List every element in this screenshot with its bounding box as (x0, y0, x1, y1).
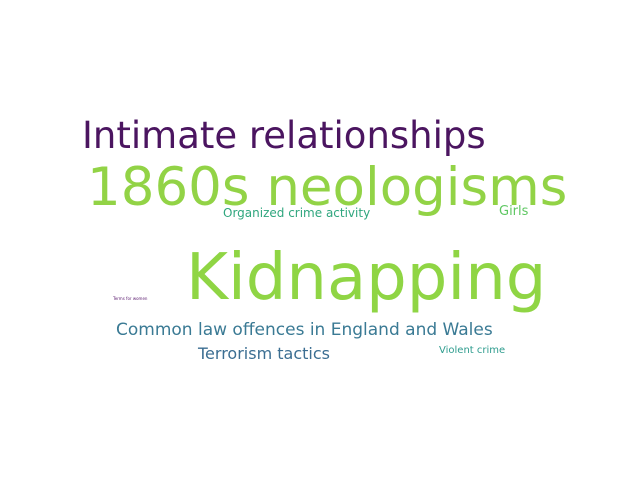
word-kidnapping: Kidnapping (186, 241, 547, 315)
word-terrorism-tactics: Terrorism tactics (198, 344, 330, 363)
word-violent-crime: Violent crime (439, 345, 506, 356)
word-1860s-neologisms: 1860s neologisms (87, 157, 568, 218)
word-common-law-offences: Common law offences in England and Wales (116, 320, 493, 340)
word-intimate-relationships: Intimate relationships (82, 114, 486, 157)
word-terms-for-women: Terms for women (113, 296, 148, 301)
word-girls: Girls (499, 204, 529, 219)
word-organized-crime-activity: Organized crime activity (223, 206, 371, 220)
